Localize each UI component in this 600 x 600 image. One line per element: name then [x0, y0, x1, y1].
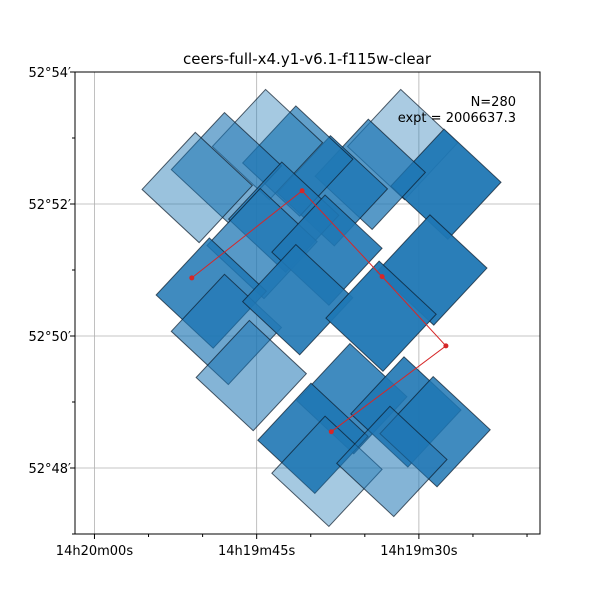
footprint-rect: [325, 260, 437, 373]
path-point: [299, 188, 305, 194]
y-tick-label: 52°54′: [28, 66, 71, 81]
count-annotation: N=280: [471, 95, 516, 110]
footprint-rect: [141, 131, 254, 244]
footprint-tile: [141, 131, 254, 244]
plot-frame: [74, 71, 541, 535]
footprint-rect: [336, 405, 448, 518]
footprint-tile: [325, 260, 437, 373]
x-tick-label: 14h19m45s: [218, 544, 296, 559]
path-point: [379, 274, 385, 280]
footprint-rect: [390, 128, 502, 241]
exposure-annotation: expt = 2006637.3: [398, 111, 516, 126]
y-tick-label: 52°50′: [28, 330, 71, 345]
x-tick-label: 14h20m00s: [56, 544, 134, 559]
dither-path: [189, 188, 449, 435]
footprint-tiles: [141, 88, 502, 528]
y-tick-label: 52°52′: [28, 198, 71, 213]
footprint-rect: [195, 319, 308, 432]
footprint-tile: [241, 243, 354, 356]
footprint-tile: [390, 128, 502, 241]
path-point: [328, 429, 334, 435]
footprint-tile: [336, 405, 448, 518]
path-point: [443, 343, 449, 349]
chart-title: ceers-full-x4.y1-v6.1-f115w-clear: [183, 50, 432, 68]
footprint-tile: [195, 319, 308, 432]
x-tick-label: 14h19m30s: [380, 544, 458, 559]
footprint-rect: [241, 243, 354, 356]
axis-ticks: 14h20m00s 14h19m45s 14h19m30s 52°54′ 52°52′ 5…: [28, 66, 528, 559]
path-point: [189, 275, 195, 281]
y-tick-label: 52°48′: [28, 462, 71, 477]
